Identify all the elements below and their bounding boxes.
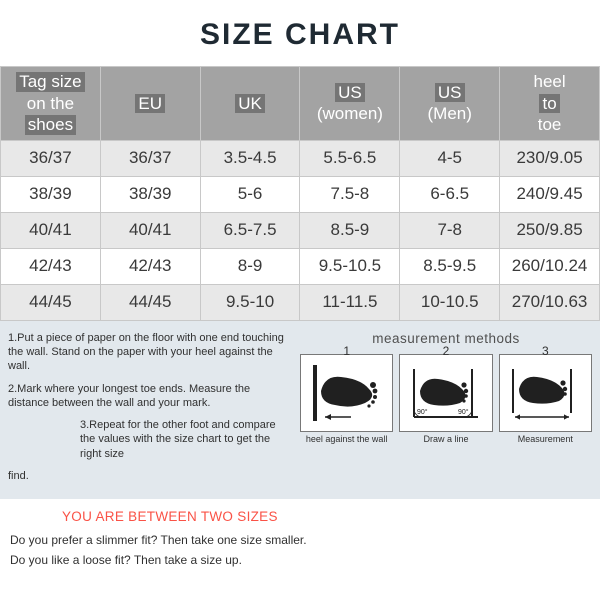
instruction-step: 3.Repeat for the other foot and compare … [8,418,292,461]
foot-icon: 90° 90° [400,355,491,431]
table-cell: 260/10.24 [500,248,600,284]
foot-icon [301,355,392,431]
table-cell: 42/43 [1,248,101,284]
table-cell: 8.5-9.5 [400,248,500,284]
instruction-step: 2.Mark where your longest toe ends. Meas… [8,382,292,411]
table-cell: 9.5-10.5 [300,248,400,284]
table-cell: 270/10.63 [500,284,600,320]
table-cell: 6.5-7.5 [200,212,300,248]
table-cell: 250/9.85 [500,212,600,248]
table-header-cell: US(Men) [400,67,500,141]
table-header-row: Tag sizeon theshoesEUUKUS(women)US(Men)h… [1,67,600,141]
table-cell: 36/37 [1,140,101,176]
page-title: SIZE CHART [0,0,600,66]
table-cell: 40/41 [1,212,101,248]
instruction-step: 1.Put a piece of paper on the floor with… [8,331,292,374]
table-cell: 240/9.45 [500,176,600,212]
table-cell: 7-8 [400,212,500,248]
size-table: Tag sizeon theshoesEUUKUS(women)US(Men)h… [0,66,600,321]
method-caption: Measurement [499,435,592,445]
table-cell: 8-9 [200,248,300,284]
method-caption: Draw a line [399,435,492,445]
table-header-cell: US(women) [300,67,400,141]
table-cell: 36/37 [100,140,200,176]
measurement-section: 1.Put a piece of paper on the floor with… [0,321,600,500]
table-cell: 10-10.5 [400,284,500,320]
table-header-cell: heeltotoe [500,67,600,141]
table-cell: 6-6.5 [400,176,500,212]
table-cell: 42/43 [100,248,200,284]
method-caption: heel against the wall [300,435,393,445]
table-cell: 3.5-4.5 [200,140,300,176]
table-cell: 38/39 [1,176,101,212]
measurement-methods: measurement methods 1 heel against the w… [300,331,592,492]
table-row: 38/3938/395-67.5-86-6.5240/9.45 [1,176,600,212]
table-cell: 5.5-6.5 [300,140,400,176]
method-box: 2 90° 90° [399,354,492,432]
table-header-cell: UK [200,67,300,141]
table-header-cell: Tag sizeon theshoes [1,67,101,141]
method-number: 1 [343,344,350,358]
table-row: 40/4140/416.5-7.58.5-97-8250/9.85 [1,212,600,248]
table-cell: 4-5 [400,140,500,176]
table-cell: 230/9.05 [500,140,600,176]
table-cell: 7.5-8 [300,176,400,212]
method-box: 3 [499,354,592,432]
table-row: 36/3736/373.5-4.55.5-6.54-5230/9.05 [1,140,600,176]
table-cell: 44/45 [1,284,101,320]
instructions: 1.Put a piece of paper on the floor with… [8,331,300,492]
method-number: 3 [542,344,549,358]
table-header-cell: EU [100,67,200,141]
method-number: 2 [443,344,450,358]
fit-advice-slim: Do you prefer a slimmer fit? Then take o… [0,530,600,550]
svg-text:90°: 90° [417,408,428,416]
instruction-find: find. [8,469,292,483]
table-row: 42/4342/438-99.5-10.58.5-9.5260/10.24 [1,248,600,284]
table-cell: 8.5-9 [300,212,400,248]
table-cell: 9.5-10 [200,284,300,320]
table-cell: 11-11.5 [300,284,400,320]
table-cell: 5-6 [200,176,300,212]
foot-icon [500,355,591,431]
table-cell: 44/45 [100,284,200,320]
between-sizes-heading: YOU ARE BETWEEN TWO SIZES [0,499,600,530]
table-cell: 38/39 [100,176,200,212]
table-row: 44/4544/459.5-1011-11.510-10.5270/10.63 [1,284,600,320]
svg-text:90°: 90° [458,408,469,416]
fit-advice-loose: Do you like a loose fit? Then take a siz… [0,550,600,570]
table-cell: 40/41 [100,212,200,248]
method-box: 1 [300,354,393,432]
